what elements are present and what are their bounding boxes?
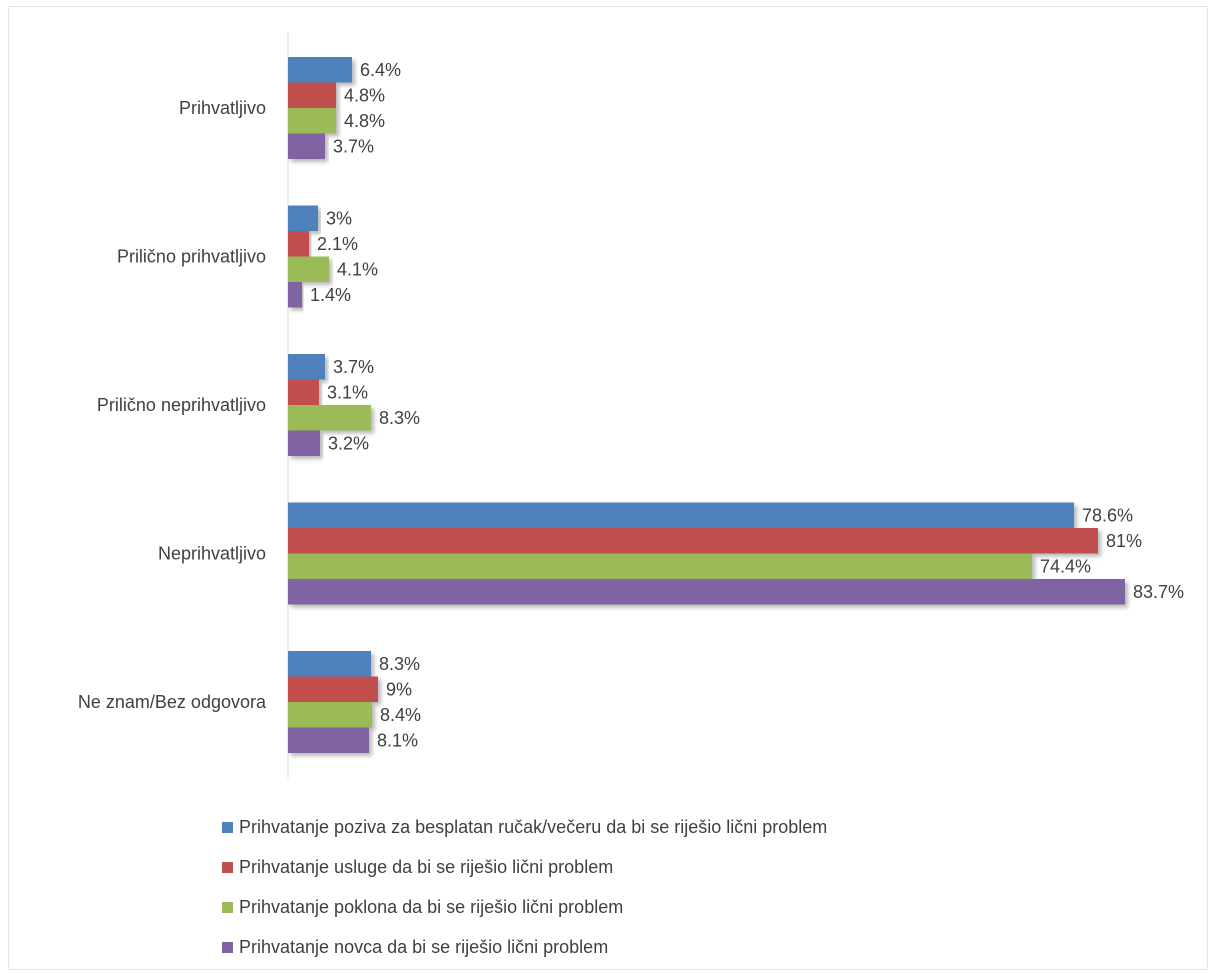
data-label-series-3: 74.4%: [1040, 556, 1091, 576]
data-label-series-3: 4.8%: [344, 111, 385, 131]
bar-series-3: [288, 405, 371, 431]
legend-item-series-2: Prihvatanje usluge da bi se riješio ličn…: [222, 854, 827, 881]
data-label-series-1: 8.3%: [379, 654, 420, 674]
data-label-series-3: 8.4%: [380, 705, 421, 725]
bar-series-4: [288, 579, 1125, 605]
chart-frame: [8, 6, 1208, 970]
bar-series-1: [288, 354, 325, 380]
bar-series-2: [288, 379, 319, 405]
data-label-series-2: 9%: [386, 679, 412, 699]
data-label-series-4: 1.4%: [310, 285, 351, 305]
data-label-series-3: 8.3%: [379, 408, 420, 428]
bar-chart: Prihvatljivo 6.4% 4.8% 4.8% 3.7% Prilično pri…: [78, 32, 1184, 778]
category-label: Neprihvatljivo: [158, 544, 266, 564]
bar-series-3: [288, 702, 372, 728]
bar-series-1: [288, 651, 371, 677]
data-label-series-4: 3.2%: [328, 433, 369, 453]
bar-series-1: [288, 205, 318, 231]
legend-swatch-series-1: [222, 822, 233, 833]
legend-label-series-1: Prihvatanje poziva za besplatan ručak/ve…: [239, 817, 828, 837]
legend-item-series-1: Prihvatanje poziva za besplatan ručak/ve…: [222, 814, 827, 841]
bar-series-4: [288, 727, 369, 753]
legend-item-series-4: Prihvatanje novca da bi se riješio lični…: [222, 934, 827, 961]
data-label-series-2: 3.1%: [327, 382, 368, 402]
bar-series-4: [288, 133, 325, 159]
data-label-series-2: 81%: [1106, 531, 1142, 551]
bar-series-2: [288, 528, 1098, 554]
data-label-series-1: 6.4%: [360, 60, 401, 80]
data-label-series-3: 4.1%: [337, 259, 378, 279]
bar-series-4: [288, 430, 320, 456]
bar-series-3: [288, 553, 1032, 579]
data-label-series-1: 3%: [326, 208, 352, 228]
data-label-series-4: 83.7%: [1133, 582, 1184, 602]
bar-series-1: [288, 502, 1074, 528]
bar-series-3: [288, 256, 329, 282]
category-label: Prilično prihvatljivo: [117, 247, 266, 267]
legend-swatch-series-3: [222, 902, 233, 913]
data-label-series-2: 4.8%: [344, 85, 385, 105]
legend-label-series-2: Prihvatanje usluge da bi se riješio ličn…: [239, 857, 614, 877]
category-label: Prilično neprihvatljivo: [97, 395, 266, 415]
bar-series-3: [288, 108, 336, 134]
bar-series-1: [288, 57, 352, 83]
category-label: Prihvatljivo: [179, 98, 266, 118]
legend-swatch-series-2: [222, 862, 233, 873]
data-label-series-2: 2.1%: [317, 234, 358, 254]
legend-swatch-series-4: [222, 942, 233, 953]
legend-label-series-4: Prihvatanje novca da bi se riješio lični…: [239, 937, 609, 957]
bar-series-2: [288, 82, 336, 108]
data-label-series-1: 78.6%: [1082, 505, 1133, 525]
data-label-series-1: 3.7%: [333, 357, 374, 377]
legend-label-series-3: Prihvatanje poklona da bi se riješio lič…: [239, 897, 624, 917]
data-label-series-4: 8.1%: [377, 730, 418, 750]
legend: Prihvatanje poziva za besplatan ručak/ve…: [222, 814, 827, 974]
category-label: Ne znam/Bez odgovora: [78, 692, 267, 712]
bar-series-2: [288, 676, 378, 702]
bar-series-4: [288, 282, 302, 308]
bar-series-2: [288, 231, 309, 257]
data-label-series-4: 3.7%: [333, 136, 374, 156]
legend-item-series-3: Prihvatanje poklona da bi se riješio lič…: [222, 894, 827, 921]
